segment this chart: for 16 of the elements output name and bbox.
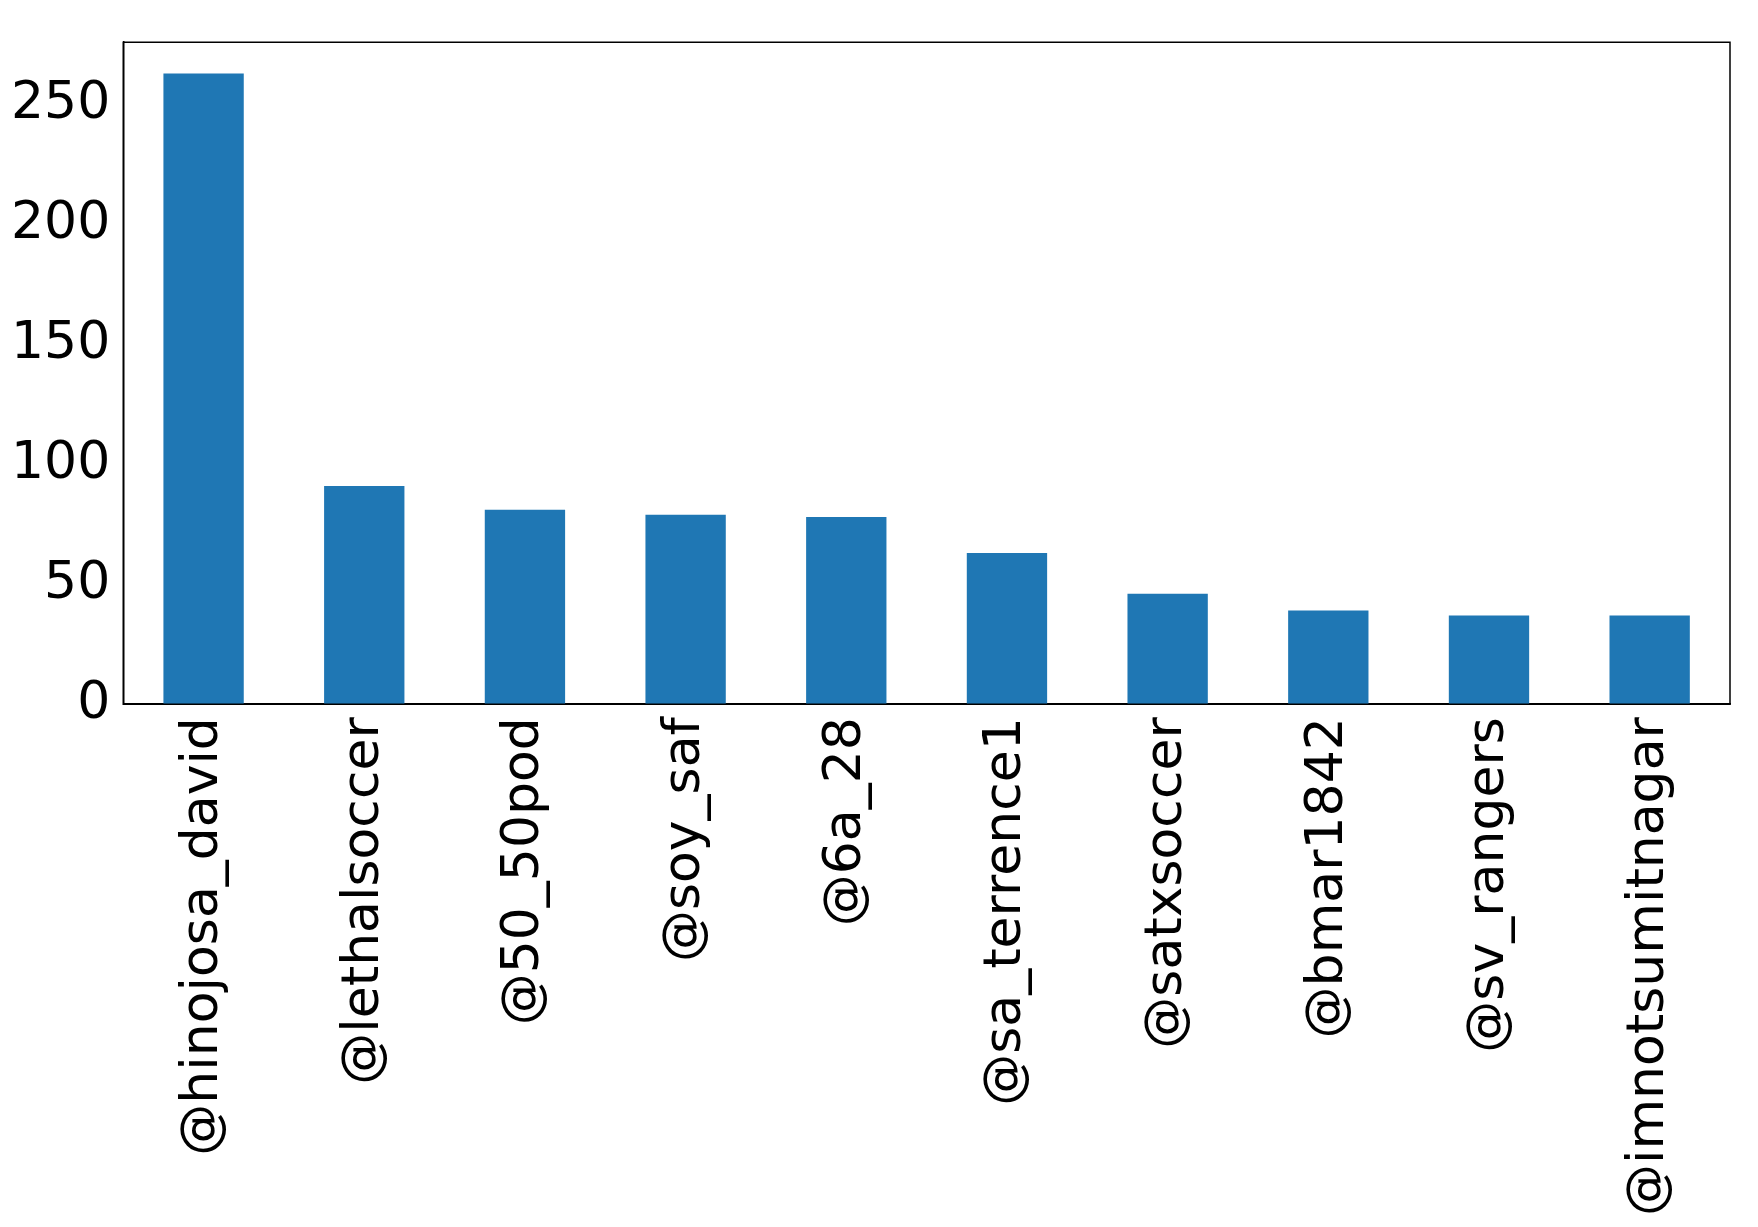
x-tick-label: @bmar1842 xyxy=(1293,717,1354,1039)
y-tick-label: 200 xyxy=(10,189,111,250)
y-tick-label: 150 xyxy=(10,309,111,370)
y-tick-label: 50 xyxy=(44,549,111,610)
x-tick-label: @sv_rangers xyxy=(1454,717,1515,1053)
x-tick-label: @satxsoccer xyxy=(1133,716,1194,1049)
y-tick-label: 250 xyxy=(10,70,111,131)
y-tick-label: 100 xyxy=(10,429,111,490)
x-tick-label: @sa_terrence1 xyxy=(972,717,1033,1106)
x-tick-label: @50_50pod xyxy=(490,717,551,1026)
y-tick-label: 0 xyxy=(77,669,111,730)
x-tick-label: @imnotsumitnagar xyxy=(1615,716,1676,1216)
x-tick-label: @hinojosa_david xyxy=(169,717,230,1156)
x-tick-label: @soy_saf xyxy=(651,715,712,963)
x-tick-label: @6a_28 xyxy=(811,717,872,927)
x-tick-label: @lethalsoccer xyxy=(329,716,390,1085)
